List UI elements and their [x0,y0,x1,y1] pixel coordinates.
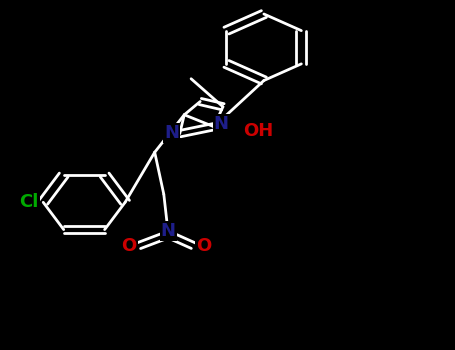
Text: N: N [214,115,228,133]
Text: OH: OH [243,122,273,140]
Text: O: O [121,237,136,255]
Text: Cl: Cl [19,193,39,211]
Text: N: N [161,222,176,240]
Text: O: O [196,237,211,255]
Text: N: N [164,124,179,142]
